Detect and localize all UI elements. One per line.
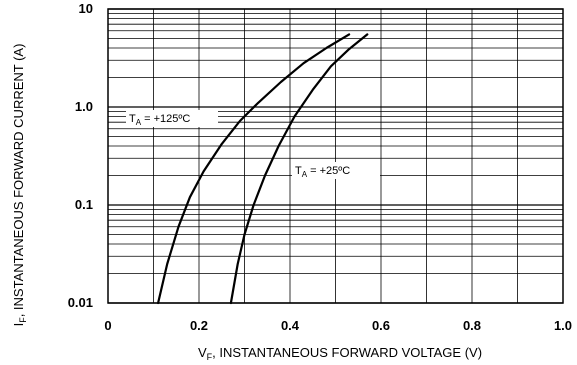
series-label-background xyxy=(126,110,218,127)
series-label-sub: A xyxy=(302,170,308,179)
x-tick-label: 0.6 xyxy=(372,318,390,333)
series-label-text: TA = +125ºC xyxy=(129,113,190,127)
y-axis-title-sub: F xyxy=(18,317,28,323)
series-label-rest: = +25ºC xyxy=(307,165,350,177)
x-axis-title-rest: , INSTANTANEOUS FORWARD VOLTAGE (V) xyxy=(212,345,482,360)
y-tick-label: 0.01 xyxy=(68,295,93,310)
x-tick-label: 0.8 xyxy=(463,318,481,333)
plot-frame xyxy=(107,8,564,304)
y-axis-title-rest: , INSTANTANEOUS FORWARD CURRENT (A) xyxy=(11,44,26,318)
series-label-background xyxy=(292,162,380,179)
series-label-main: T xyxy=(129,113,136,125)
x-tick-label: 0.4 xyxy=(281,318,300,333)
series-label-sub: A xyxy=(136,118,142,127)
x-axis-title-main: V xyxy=(198,345,207,360)
y-axis-title: IF, INSTANTANEOUS FORWARD CURRENT (A) xyxy=(11,44,28,327)
x-tick-label: 1.0 xyxy=(554,318,572,333)
x-tick-labels: 0 0.2 0.4 0.6 0.8 1.0 xyxy=(104,318,572,333)
y-tick-label: 1.0 xyxy=(75,99,93,114)
x-axis-title: VF, INSTANTANEOUS FORWARD VOLTAGE (V) xyxy=(198,345,482,362)
series-line-1 xyxy=(157,33,351,305)
grid xyxy=(107,8,564,304)
series-label-rest: = +125ºC xyxy=(141,113,190,125)
series-line-2 xyxy=(229,33,369,305)
series-label-text: TA = +25ºC xyxy=(295,165,350,179)
series-label-2: TA = +25ºC xyxy=(292,162,380,179)
y-tick-labels: 0.01 0.1 1.0 10 xyxy=(68,1,93,310)
y-tick-label: 0.1 xyxy=(75,197,93,212)
x-tick-label: 0.2 xyxy=(190,318,208,333)
series-label-main: T xyxy=(295,165,302,177)
plot-border xyxy=(107,8,564,304)
y-axis-title-main: I xyxy=(11,323,26,327)
series-group xyxy=(157,33,369,305)
y-tick-label: 10 xyxy=(79,1,93,16)
x-tick-label: 0 xyxy=(104,318,111,333)
series-label-1: TA = +125ºC xyxy=(126,110,218,127)
x-axis-title-sub: F xyxy=(207,352,213,362)
